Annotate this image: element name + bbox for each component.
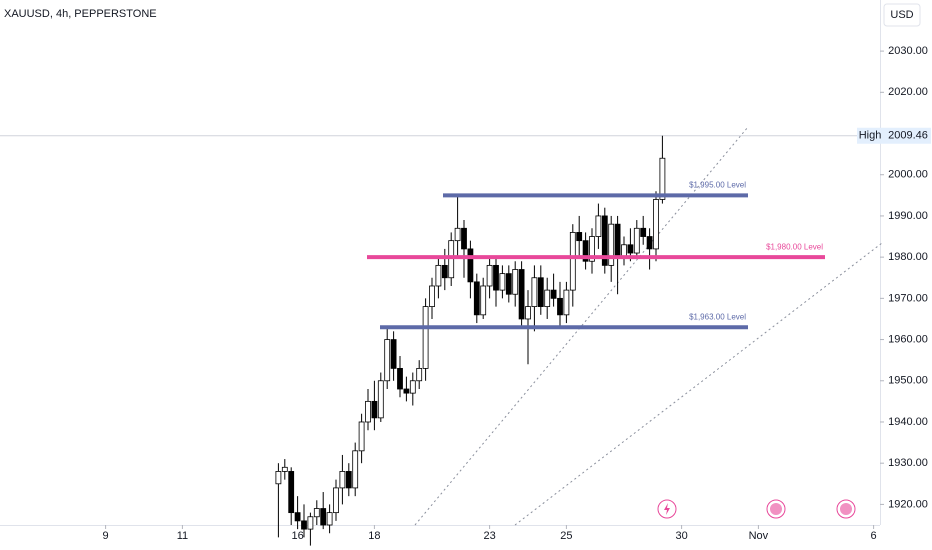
trendline — [414, 126, 749, 526]
candle-body — [326, 512, 333, 526]
candle-body — [448, 240, 455, 279]
y-tick-label: 2020.00 — [888, 86, 928, 98]
candle-body — [493, 264, 499, 291]
candle-body — [505, 273, 512, 295]
currency[interactable]: USD — [890, 9, 913, 21]
y-tick-label: 1980.00 — [888, 251, 928, 263]
currency-button[interactable] — [883, 3, 921, 27]
candle-body — [633, 227, 640, 254]
y-tick-label: 1970.00 — [888, 292, 928, 304]
candle-body — [467, 248, 474, 283]
x-tick-label: 25 — [560, 530, 572, 542]
candle-body — [531, 277, 538, 307]
y-tick-label: 1960.00 — [888, 333, 928, 345]
level-label: $1,980.00 Level — [766, 242, 823, 251]
flag — [840, 503, 852, 515]
candle-body — [582, 240, 589, 262]
candle-body — [608, 223, 615, 266]
candle-body — [480, 285, 487, 316]
candle-body — [301, 520, 307, 530]
candle-body — [313, 508, 320, 518]
candle-body — [525, 306, 531, 320]
y-tick-label: 1990.00 — [888, 210, 928, 222]
candle-body — [339, 471, 346, 489]
x-tick-label: 16 — [291, 530, 303, 542]
x-tick-label: 30 — [675, 530, 687, 542]
candle-body — [550, 289, 557, 299]
candle-body — [294, 512, 301, 522]
candle-body — [646, 236, 653, 250]
candle-body — [377, 380, 384, 419]
x-tick-label: 23 — [483, 530, 495, 542]
candle-body — [345, 471, 352, 489]
candle-body — [576, 232, 583, 242]
candle-body — [281, 466, 288, 472]
candle-body — [486, 264, 493, 287]
candle-body — [288, 471, 295, 514]
y-tick-label: 1920.00 — [888, 498, 928, 510]
level-label: $1,963.00 Level — [689, 312, 746, 321]
event-icons — [657, 499, 856, 519]
candle-body — [441, 264, 448, 279]
trendline — [514, 242, 883, 526]
x-tick-label: 11 — [177, 530, 188, 542]
candle-body — [537, 277, 544, 307]
candle-body — [473, 281, 480, 316]
candle-body — [499, 273, 506, 291]
candle-body — [659, 157, 666, 200]
candle-body — [595, 215, 602, 237]
candle-body — [563, 289, 570, 316]
high-tag — [857, 127, 883, 144]
candle-body — [365, 400, 371, 423]
level-label: $1,995.00 Level — [689, 180, 746, 189]
candle-body — [429, 285, 435, 307]
chart-title: XAUUSD, 4h, PEPPERSTONE — [4, 8, 157, 20]
candle-body — [397, 368, 403, 390]
candle-body — [403, 388, 410, 394]
candle-body — [409, 380, 416, 394]
x-tick-label: 18 — [368, 530, 380, 542]
y-tick-label: 1950.00 — [888, 375, 928, 387]
candle-body — [384, 339, 391, 382]
candle-body — [320, 508, 327, 526]
high-price: 2009.46 — [888, 130, 928, 142]
candle-body — [461, 227, 467, 250]
candle-body — [333, 487, 339, 514]
candle-body — [422, 306, 429, 369]
flag — [770, 503, 782, 515]
candle-body — [358, 421, 365, 452]
candle-body — [352, 450, 359, 489]
candle-body — [640, 227, 647, 237]
candle-body — [512, 269, 519, 295]
lightning — [664, 503, 670, 515]
y-tick-label: 1930.00 — [888, 457, 928, 469]
candle-body — [614, 223, 621, 258]
candle-body — [416, 368, 423, 382]
candle-body — [627, 244, 634, 254]
candle-body — [653, 199, 659, 250]
candle-body — [518, 269, 525, 320]
candle-body — [390, 339, 397, 369]
candle-body — [569, 232, 576, 291]
x-tick-label: 9 — [103, 530, 109, 542]
candle-body — [275, 471, 282, 485]
high-tag-label: High — [859, 130, 882, 142]
candle-body — [544, 289, 551, 307]
x-tick-label: 6 — [871, 530, 877, 542]
y-tick-label: 1940.00 — [888, 416, 928, 428]
candle-body — [557, 297, 563, 316]
candle-body — [435, 264, 442, 287]
candle-body — [307, 516, 314, 530]
candle-body — [601, 215, 608, 266]
candle-body — [454, 227, 461, 242]
candle-body — [371, 400, 378, 419]
x-tick-label: Nov — [749, 530, 769, 542]
candle-body — [589, 236, 595, 262]
high-price-tag — [883, 127, 931, 144]
y-tick-label: 2000.00 — [888, 169, 928, 181]
y-tick-label: 2030.00 — [888, 45, 928, 57]
